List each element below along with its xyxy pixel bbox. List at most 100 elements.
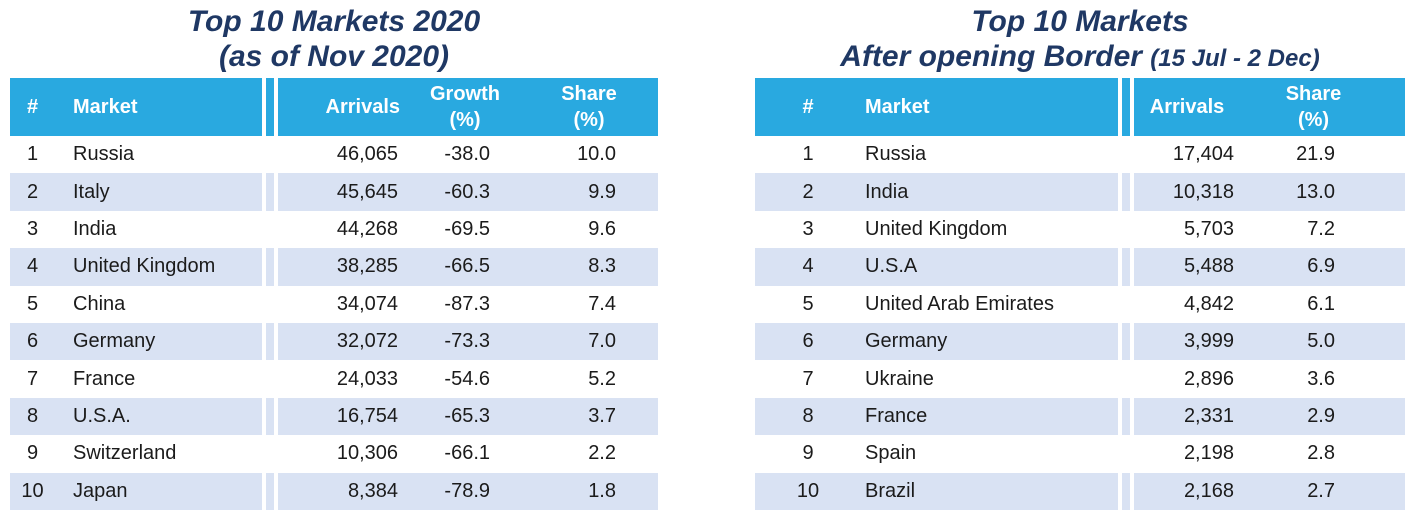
- right-table-title: Top 10 Markets After opening Border (15 …: [755, 4, 1405, 76]
- header-line: Share: [561, 83, 617, 105]
- table-row: 5 China 34,074 -87.3 7.4: [10, 285, 658, 323]
- column-divider: [1118, 285, 1134, 323]
- cell-growth: -38.0: [444, 143, 490, 166]
- col-header-arrivals: Arrivals: [1149, 95, 1225, 118]
- column-divider: [262, 322, 278, 361]
- table-row: 3 United Kingdom 5,703 7.2: [755, 210, 1405, 249]
- cell-arrivals: 44,268: [336, 217, 398, 240]
- cell-market: Russia: [73, 143, 135, 166]
- table-row: 4 United Kingdom 38,285 -66.5 8.3: [10, 248, 658, 286]
- cell-share: 2.8: [1307, 442, 1335, 465]
- cell-market: Ukraine: [865, 367, 934, 390]
- col-header-rank: #: [26, 95, 39, 118]
- cell-arrivals: 10,318: [1172, 180, 1234, 203]
- cell-growth: -78.9: [444, 479, 490, 502]
- cell-rank: 5: [26, 292, 39, 315]
- cell-market: Germany: [73, 330, 156, 353]
- cell-arrivals: 4,842: [1183, 292, 1234, 315]
- column-divider: [262, 435, 278, 473]
- table-row: 2 India 10,318 13.0: [755, 173, 1405, 211]
- cell-arrivals: 2,331: [1183, 404, 1234, 427]
- column-divider: [1118, 210, 1134, 249]
- cell-share: 3.7: [588, 404, 616, 427]
- table-row: 9 Spain 2,198 2.8: [755, 435, 1405, 473]
- table-row: 3 India 44,268 -69.5 9.6: [10, 210, 658, 249]
- column-divider: [262, 248, 278, 286]
- table-row: 6 Germany 32,072 -73.3 7.0: [10, 322, 658, 361]
- cell-market: France: [865, 404, 928, 427]
- cell-rank: 4: [802, 255, 814, 278]
- cell-share: 3.6: [1307, 367, 1335, 390]
- cell-market: Italy: [73, 180, 110, 203]
- col-header-rank: #: [802, 95, 814, 118]
- cell-growth: -73.3: [444, 330, 490, 353]
- cell-rank: 3: [802, 217, 814, 240]
- column-divider: [262, 136, 278, 174]
- cell-share: 10.0: [577, 143, 616, 166]
- cell-share: 6.1: [1307, 292, 1335, 315]
- cell-rank: 8: [802, 404, 814, 427]
- cell-arrivals: 16,754: [336, 404, 398, 427]
- cell-share: 2.2: [588, 442, 616, 465]
- cell-market: United Arab Emirates: [865, 292, 1054, 315]
- cell-share: 2.9: [1307, 404, 1335, 427]
- cell-share: 5.0: [1307, 330, 1335, 353]
- cell-share: 1.8: [588, 479, 616, 502]
- cell-rank: 9: [802, 442, 814, 465]
- column-divider: [262, 397, 278, 436]
- column-divider: [1118, 136, 1134, 174]
- table-row: 2 Italy 45,645 -60.3 9.9: [10, 173, 658, 211]
- cell-market: Brazil: [865, 479, 916, 502]
- right-title-date-range: (15 Jul - 2 Dec): [1150, 45, 1320, 72]
- column-divider: [1118, 322, 1134, 361]
- cell-share: 2.7: [1307, 479, 1335, 502]
- cell-rank: 5: [802, 292, 814, 315]
- cell-arrivals: 45,645: [336, 180, 398, 203]
- cell-growth: -60.3: [444, 180, 490, 203]
- right-table-body: 1 Russia 17,404 21.9 2 India 10,318 13.0 3 United…: [755, 136, 1405, 510]
- table-row: 7 France 24,033 -54.6 5.2: [10, 360, 658, 398]
- cell-market: Russia: [865, 143, 927, 166]
- cell-market: Switzerland: [73, 442, 177, 465]
- cell-rank: 2: [802, 180, 814, 203]
- cell-arrivals: 46,065: [336, 143, 398, 166]
- cell-arrivals: 32,072: [336, 330, 398, 353]
- cell-share: 7.0: [588, 330, 616, 353]
- header-line: (%): [1297, 109, 1330, 131]
- column-divider: [1118, 435, 1134, 473]
- cell-growth: -54.6: [444, 367, 490, 390]
- cell-rank: 1: [802, 143, 814, 166]
- header-line: Share: [1285, 83, 1342, 105]
- column-divider: [1118, 472, 1134, 510]
- column-divider: [262, 173, 278, 211]
- cell-arrivals: 5,488: [1183, 255, 1234, 278]
- cell-rank: 10: [796, 479, 820, 502]
- cell-arrivals: 8,384: [347, 479, 398, 502]
- cell-rank: 8: [26, 404, 39, 427]
- cell-growth: -65.3: [444, 404, 490, 427]
- table-row: 8 France 2,331 2.9: [755, 397, 1405, 436]
- header-line: (%): [573, 109, 605, 131]
- cell-arrivals: 2,896: [1183, 367, 1234, 390]
- col-header-arrivals: Arrivals: [325, 95, 401, 118]
- col-header-share: Share (%): [1240, 78, 1405, 136]
- column-divider: [1118, 248, 1134, 286]
- cell-rank: 2: [26, 180, 39, 203]
- cell-rank: 6: [26, 330, 39, 353]
- cell-growth: -69.5: [444, 217, 490, 240]
- cell-growth: -66.5: [444, 255, 490, 278]
- column-divider: [262, 360, 278, 398]
- cell-market: Japan: [73, 479, 128, 502]
- column-divider: [262, 285, 278, 323]
- cell-share: 8.3: [588, 255, 616, 278]
- cell-arrivals: 24,033: [336, 367, 398, 390]
- cell-share: 13.0: [1296, 180, 1335, 203]
- cell-rank: 7: [802, 367, 814, 390]
- left-table-body: 1 Russia 46,065 -38.0 10.0 2 Italy 45,645 -60.3 9…: [10, 136, 658, 510]
- cell-growth: -87.3: [444, 292, 490, 315]
- table-row: 9 Switzerland 10,306 -66.1 2.2: [10, 435, 658, 473]
- cell-market: France: [73, 367, 136, 390]
- column-divider: [262, 210, 278, 249]
- cell-rank: 3: [26, 217, 39, 240]
